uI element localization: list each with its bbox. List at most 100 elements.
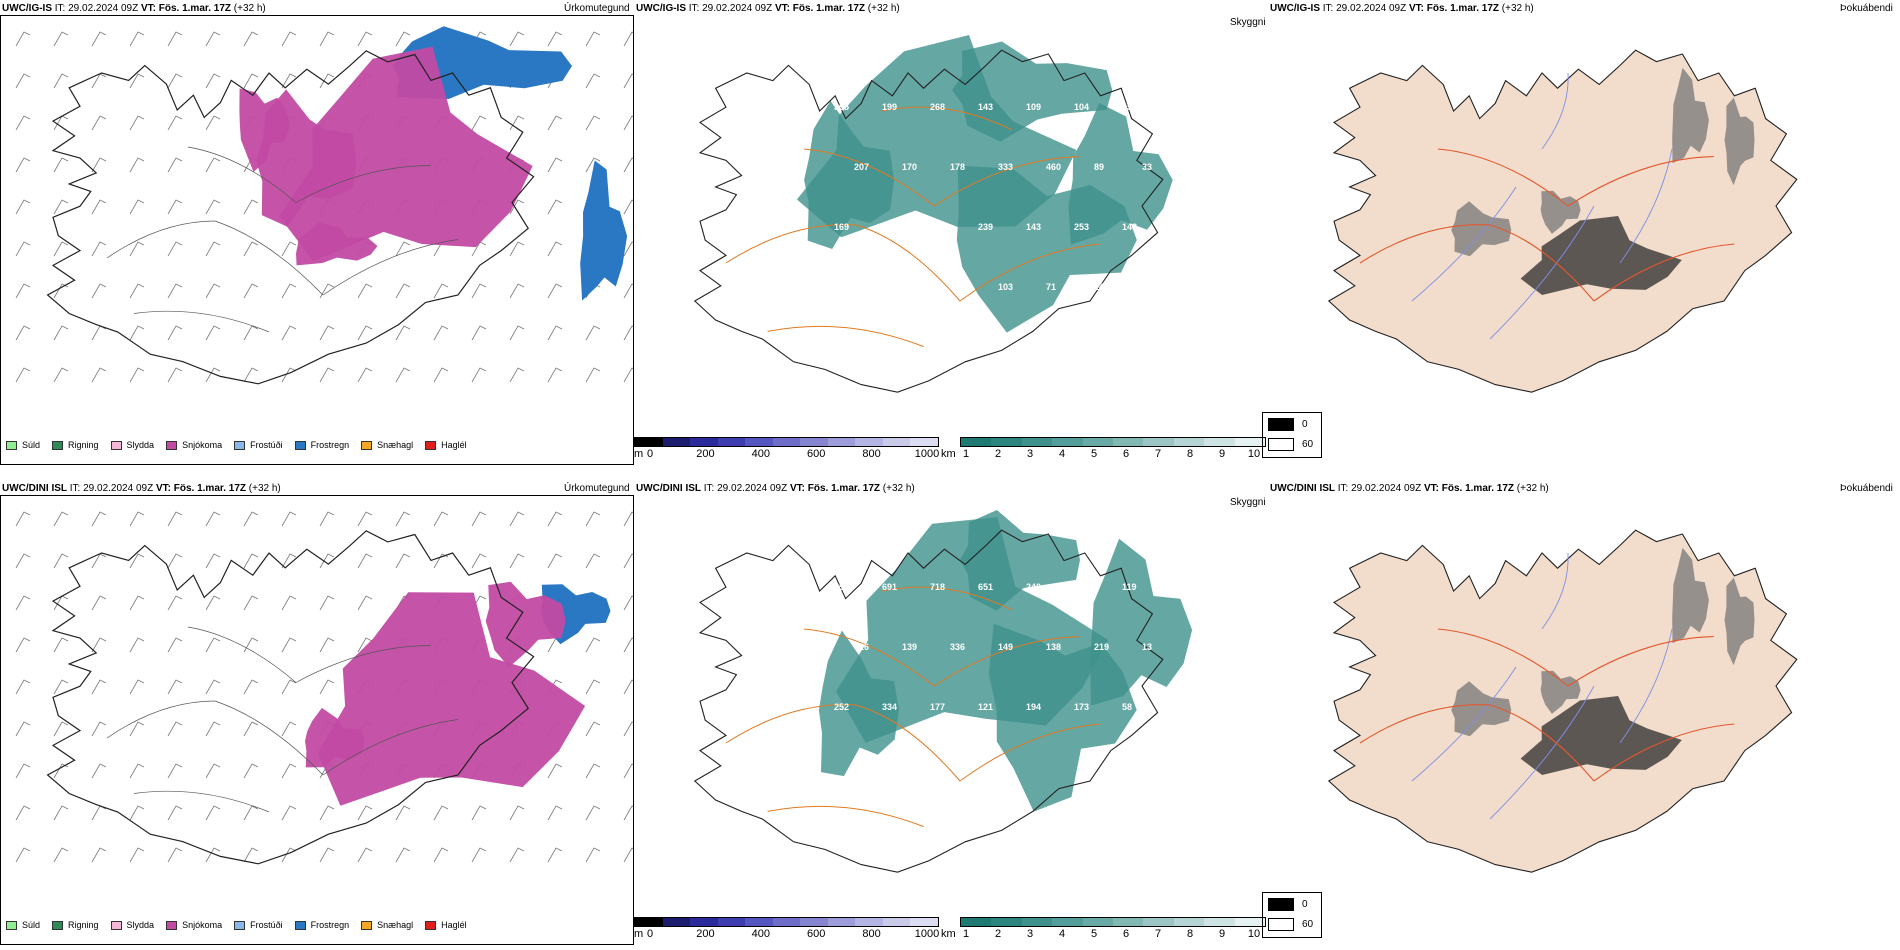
legend-swatch <box>361 920 373 930</box>
fog-area <box>1540 190 1581 234</box>
cloud-base-label: 143 <box>978 102 993 112</box>
wind-barb <box>585 511 601 527</box>
cloud-base-label: 173 <box>1074 702 1089 712</box>
wind-barb <box>167 553 183 569</box>
vt-label: VT: <box>155 483 171 494</box>
visibility-area <box>1068 103 1173 245</box>
wind-barb <box>15 157 31 173</box>
cloud-base-label: 240 <box>1026 582 1041 592</box>
wind-barb <box>91 115 107 131</box>
legend-label: Snjókoma <box>182 440 223 450</box>
row2-fog-panel: UWC/DINI ISL IT: 29.02.2024 09Z VT: Fös.… <box>1262 480 1900 945</box>
scale-segment <box>635 918 663 926</box>
row2-precip-panel: UWC/DINI ISL IT: 29.02.2024 09Z VT: Fös.… <box>0 480 634 945</box>
wind-barb <box>167 595 183 611</box>
wind-barb <box>623 367 633 383</box>
scale-segment <box>662 438 691 446</box>
wind-barb <box>471 325 487 341</box>
vt-value: Fös. 1.mar. 17Z <box>173 483 247 494</box>
wind-barb <box>53 367 69 383</box>
legend-item: Frostúði <box>234 440 283 450</box>
road-line <box>295 645 432 683</box>
wind-barb <box>623 199 633 215</box>
wind-barb <box>623 847 633 863</box>
wind-barb <box>281 721 297 737</box>
wind-barb <box>433 805 449 821</box>
snowfall-area <box>296 222 378 266</box>
wind-barb <box>205 283 221 299</box>
wind-barb <box>243 553 259 569</box>
scale-tick-label: 9 <box>1218 928 1226 940</box>
road-line <box>803 148 935 207</box>
cloud-base-label: 252 <box>834 702 849 712</box>
legend-swatch <box>52 920 64 930</box>
legend-swatch <box>166 920 178 930</box>
cloud-base-label: 109 <box>1026 102 1041 112</box>
scale-segment <box>882 918 911 926</box>
scale-tick-label: 3 <box>1026 928 1034 940</box>
cloud-base-label: 268 <box>930 102 945 112</box>
wind-barb <box>167 763 183 779</box>
wind-barb <box>395 553 411 569</box>
scale-segment <box>855 438 883 446</box>
cloud-base-label: 33 <box>1142 162 1152 172</box>
visibility-map: 305 199 268 143 109 104 55 207 170 178 333 460 89 33 1… <box>693 35 1173 393</box>
scale-tick-label: 0 <box>646 928 654 940</box>
legend-swatch <box>234 920 246 930</box>
it-label: IT: <box>1322 3 1334 14</box>
road-line <box>933 636 1080 687</box>
road-network <box>1359 628 1735 782</box>
wind-barb <box>623 31 633 47</box>
wind-barb <box>15 805 31 821</box>
precip-type-map <box>15 26 633 385</box>
legend-item: Rigning <box>52 920 99 930</box>
wind-barb <box>167 283 183 299</box>
wind-barb <box>167 325 183 341</box>
wind-barb <box>395 511 411 527</box>
wind-barb <box>53 805 69 821</box>
wind-barb <box>623 805 633 821</box>
wind-barb <box>585 721 601 737</box>
vt-value: Fös. 1.mar. 17Z <box>792 3 866 14</box>
legend-label: Frostregn <box>310 440 350 450</box>
wind-barb <box>585 73 601 89</box>
snowfall-area <box>239 88 290 172</box>
legend-label: Frostúði <box>250 440 283 450</box>
wind-barb <box>395 31 411 47</box>
wind-barb <box>281 511 297 527</box>
wind-barb <box>357 637 373 653</box>
cloud-base-label: 149 <box>998 642 1013 652</box>
wind-barb <box>243 73 259 89</box>
fog-field <box>1451 67 1755 295</box>
it-label: IT: <box>703 483 715 494</box>
wind-barb <box>15 73 31 89</box>
snowfall-area <box>485 581 566 668</box>
wind-barb <box>205 553 221 569</box>
wind-barb <box>205 637 221 653</box>
scale-tick-label: 9 <box>1218 448 1226 460</box>
snowfall-area <box>317 592 586 806</box>
wind-barb <box>319 553 335 569</box>
wind-barb <box>433 325 449 341</box>
wind-barb <box>205 325 221 341</box>
wind-barb <box>15 199 31 215</box>
wind-barb <box>129 367 145 383</box>
wind-barb <box>319 679 335 695</box>
wind-barb <box>15 367 31 383</box>
cloud-base-label: 143 <box>1122 222 1137 232</box>
cloud-base-label: 854 <box>834 582 849 592</box>
legend-label: Súld <box>22 440 41 450</box>
cloud-base-label: 194 <box>1026 702 1041 712</box>
it-value: 29.02.2024 09Z <box>1336 3 1407 14</box>
wind-barb <box>129 241 145 257</box>
visibility-area <box>818 630 899 777</box>
wind-barb <box>167 241 183 257</box>
cloud-base-label: 154 <box>1074 582 1089 592</box>
wind-barb <box>129 31 145 47</box>
wind-barb <box>205 847 221 863</box>
wind-barb <box>281 367 297 383</box>
wind-barb <box>15 847 31 863</box>
cloud-base-label: 178 <box>950 162 965 172</box>
scale-tick-label: 200 <box>696 928 715 940</box>
wind-barb <box>623 325 633 341</box>
